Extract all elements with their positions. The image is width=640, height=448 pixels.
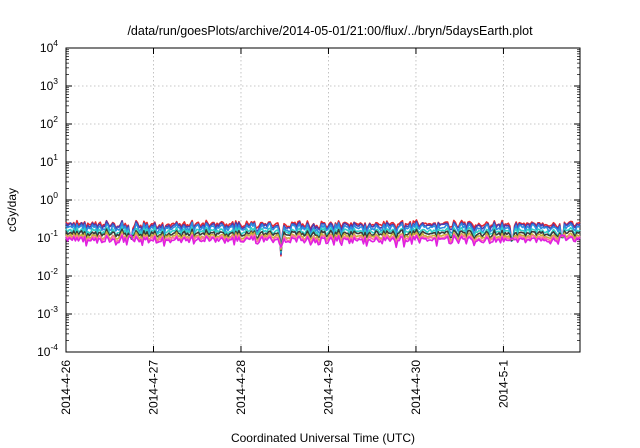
series-line (65, 225, 581, 253)
x-axis: 2014-4-26 2014-4-27 2014-4-28 2014-4-29 2014… (59, 48, 510, 415)
y-axis-label: cGy/day (5, 188, 19, 232)
y-tick-label: 103 (40, 76, 58, 93)
y-tick-label: 10-1 (37, 228, 58, 245)
y-tick-label: 101 (40, 152, 58, 169)
series-line (65, 220, 581, 256)
grid (66, 48, 580, 352)
y-tick-label: 102 (40, 114, 58, 131)
y-tick-label: 100 (40, 190, 58, 207)
y-axis: 10-4 10-3 10-2 10-1 100 101 102 103 104 (37, 38, 580, 359)
series-lines (65, 219, 581, 257)
x-tick-label: 2014-4-28 (234, 360, 248, 415)
x-tick-label: 2014-4-27 (146, 360, 160, 415)
series-line (65, 233, 581, 249)
x-tick-label: 2014-4-26 (59, 360, 73, 415)
y-tick-label: 104 (40, 38, 58, 55)
chart-title: /data/run/goesPlots/archive/2014-05-01/2… (127, 24, 533, 38)
series-line (65, 228, 581, 252)
y-tick-label: 10-2 (37, 266, 58, 283)
y-tick-label: 10-4 (37, 342, 58, 359)
y-tick-label: 10-3 (37, 304, 58, 321)
series-line (65, 221, 581, 254)
x-tick-label: 2014-4-30 (409, 360, 423, 415)
x-tick-label: 2014-4-29 (321, 360, 335, 415)
series-line (65, 234, 581, 249)
x-axis-label: Coordinated Universal Time (UTC) (231, 431, 415, 445)
series-line (65, 219, 581, 257)
x-tick-label: 2014-5-1 (496, 360, 510, 408)
